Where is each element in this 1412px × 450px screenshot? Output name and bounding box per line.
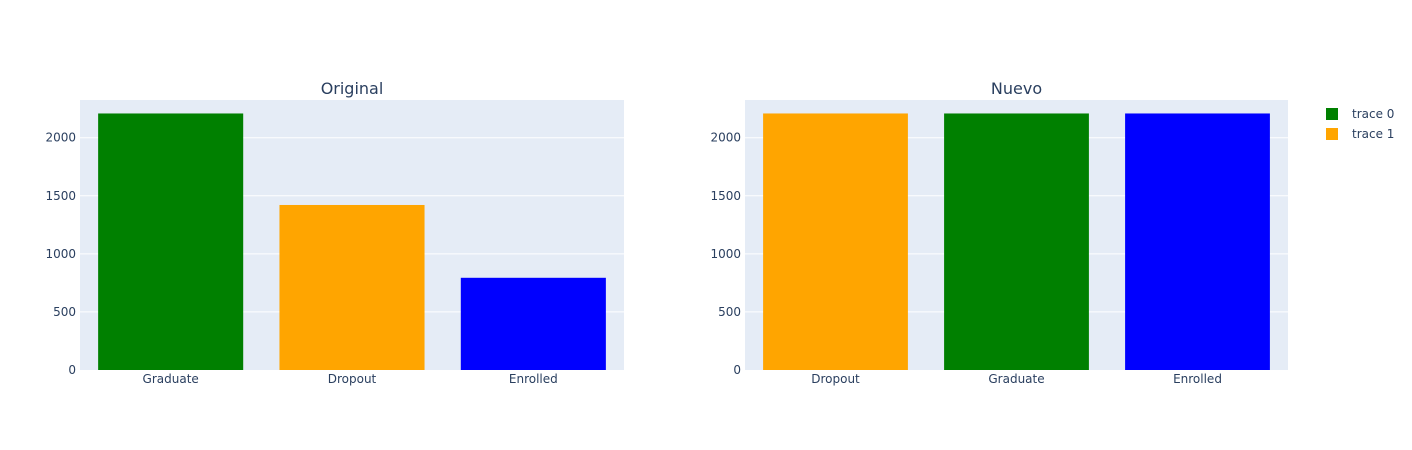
x-tick-label: Enrolled <box>509 372 558 386</box>
x-tick-label: Dropout <box>328 372 377 386</box>
legend-label: trace 0 <box>1352 107 1394 121</box>
bar-dropout[interactable] <box>763 113 908 370</box>
legend-swatch <box>1326 128 1338 140</box>
subplot-2: 0 500 1000 1500 2000 Dropout Graduate Enrolled N… <box>710 79 1288 386</box>
legend-swatch <box>1326 108 1338 120</box>
y-tick-label: 1500 <box>45 189 76 203</box>
y-tick-label: 500 <box>53 305 76 319</box>
x-tick-label: Graduate <box>143 372 199 386</box>
bar-enrolled[interactable] <box>1125 113 1270 370</box>
subplot-1: 0 500 1000 1500 2000 Graduate Dropout Enrolled O… <box>45 79 624 386</box>
legend-item-trace-1[interactable]: trace 1 <box>1326 127 1394 141</box>
bar-graduate[interactable] <box>98 113 244 370</box>
y-tick-label: 0 <box>68 363 76 377</box>
subplot-title: Original <box>321 79 384 98</box>
y-tick-label: 500 <box>718 305 741 319</box>
y-tick-label: 0 <box>733 363 741 377</box>
x-tick-label: Dropout <box>811 372 860 386</box>
subplot-title: Nuevo <box>991 79 1042 98</box>
bar-enrolled[interactable] <box>460 277 606 370</box>
legend-label: trace 1 <box>1352 127 1394 141</box>
y-tick-label: 1000 <box>45 247 76 261</box>
y-tick-label: 1500 <box>710 189 741 203</box>
y-tick-label: 2000 <box>45 131 76 145</box>
y-tick-label: 2000 <box>710 131 741 145</box>
x-tick-label: Graduate <box>988 372 1044 386</box>
y-tick-label: 1000 <box>710 247 741 261</box>
legend: trace 0 trace 1 <box>1326 107 1394 141</box>
bar-dropout[interactable] <box>279 204 425 370</box>
subplots: 0 500 1000 1500 2000 Graduate Dropout Enrolled O… <box>45 79 1288 386</box>
bar-graduate[interactable] <box>944 113 1089 370</box>
x-tick-label: Enrolled <box>1173 372 1222 386</box>
legend-item-trace-0[interactable]: trace 0 <box>1326 107 1394 121</box>
